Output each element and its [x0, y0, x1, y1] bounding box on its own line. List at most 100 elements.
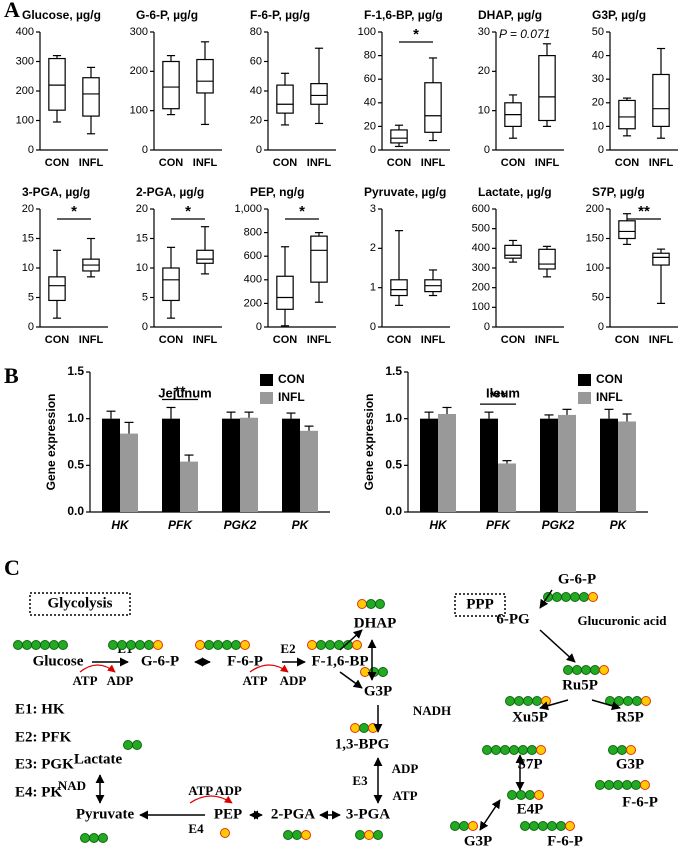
bead — [604, 780, 614, 790]
bead — [350, 723, 360, 733]
bead — [153, 640, 163, 650]
x-tick-label: HK — [429, 518, 448, 532]
bead — [366, 599, 376, 609]
diagram-label: ATP ADP — [188, 783, 242, 798]
diagram-label: F-6-P — [622, 794, 658, 810]
bead — [505, 696, 515, 706]
bead — [307, 640, 317, 650]
y-tick-label: 20 — [478, 65, 490, 77]
y-tick-label: 400 — [16, 26, 34, 38]
panel-label: C — [4, 555, 20, 580]
bead — [364, 830, 374, 840]
y-tick-label: 15 — [22, 232, 34, 244]
x-tick-label: INFL — [79, 334, 104, 346]
bead — [352, 640, 362, 650]
box — [162, 267, 180, 302]
diagram-label: 1,3-BPG — [335, 736, 390, 752]
y-tick-label: 3 — [370, 203, 376, 215]
bead — [570, 592, 580, 602]
bead — [220, 828, 230, 838]
x-tick-label: PFK — [486, 518, 511, 532]
y-tick-label: 0 — [256, 321, 262, 333]
bead — [536, 745, 546, 755]
diagram-label: 2-PGA — [271, 806, 315, 822]
bead — [565, 821, 575, 831]
chart-title: Jejunum — [158, 385, 211, 400]
bead — [500, 745, 510, 755]
y-tick-label: 0.5 — [67, 458, 84, 472]
bead — [359, 723, 369, 733]
bead — [538, 821, 548, 831]
x-tick-label: HK — [111, 518, 130, 532]
bead — [509, 745, 519, 755]
bead — [491, 745, 501, 755]
y-tick-label: 60 — [364, 73, 376, 85]
bar — [498, 463, 516, 512]
y-tick-label: 80 — [364, 50, 376, 62]
bead — [135, 640, 145, 650]
legend-label: CON — [596, 372, 623, 386]
x-tick-label: INFL — [193, 334, 218, 346]
y-tick-label: 300 — [130, 26, 148, 38]
diagram-label: ADP — [280, 673, 307, 688]
y-tick-label: 1.5 — [385, 364, 402, 378]
annotation: * — [185, 203, 191, 220]
diagram-label: E4: PK — [15, 784, 62, 800]
chart-title: F-6-P, µg/g — [250, 8, 310, 22]
y-tick-label: 40 — [592, 50, 604, 62]
y-tick-label: 20 — [592, 97, 604, 109]
chart-title: Glucose, µg/g — [22, 8, 101, 22]
annotation: * — [299, 203, 305, 220]
bead — [375, 599, 385, 609]
y-tick-label: 20 — [136, 203, 148, 215]
bead — [316, 640, 326, 650]
bead — [325, 640, 335, 650]
bar — [558, 414, 576, 512]
diagram-label: 3-PGA — [346, 806, 390, 822]
x-tick-label: INFL — [307, 334, 332, 346]
bead — [373, 830, 383, 840]
diagram-label: Ru5P — [562, 677, 598, 693]
x-tick-label: INFL — [193, 157, 218, 169]
cofactor-arrow — [189, 795, 233, 804]
bar — [282, 418, 300, 512]
bead — [368, 723, 378, 733]
bead — [195, 640, 205, 650]
box — [538, 54, 556, 122]
bar — [180, 461, 198, 512]
y-tick-label: 40 — [364, 97, 376, 109]
arrow — [339, 671, 363, 689]
y-tick-label: 100 — [16, 114, 34, 126]
box — [538, 248, 556, 270]
chart-title: 2-PGA, µg/g — [136, 185, 204, 199]
chart-title: Pyruvate, µg/g — [364, 185, 446, 199]
y-axis-label: Gene expression — [44, 394, 58, 491]
bead — [126, 640, 136, 650]
y-tick-label: 100 — [358, 26, 376, 38]
diagram-label: E3 — [352, 773, 368, 788]
diagram-label: ADP — [107, 673, 134, 688]
bead — [459, 821, 469, 831]
bead — [547, 821, 557, 831]
y-tick-label: 50 — [592, 26, 604, 38]
bead — [595, 780, 605, 790]
bead — [623, 696, 633, 706]
y-tick-label: 300 — [472, 262, 490, 274]
y-tick-label: 0 — [598, 321, 604, 333]
diagram-label: 6-PG — [496, 611, 530, 627]
x-tick-label: CON — [273, 157, 298, 169]
bead — [49, 640, 59, 650]
bead — [231, 640, 241, 650]
bead — [632, 696, 642, 706]
y-tick-label: 5 — [142, 291, 148, 303]
bar — [300, 430, 318, 512]
bead — [614, 696, 624, 706]
bead — [482, 745, 492, 755]
panel-label: A — [4, 0, 20, 22]
bead — [631, 780, 641, 790]
chart-title: G3P, µg/g — [592, 8, 646, 22]
diagram-label: NADH — [413, 703, 451, 718]
bead — [520, 821, 530, 831]
bead — [80, 833, 90, 843]
bead — [204, 640, 214, 650]
